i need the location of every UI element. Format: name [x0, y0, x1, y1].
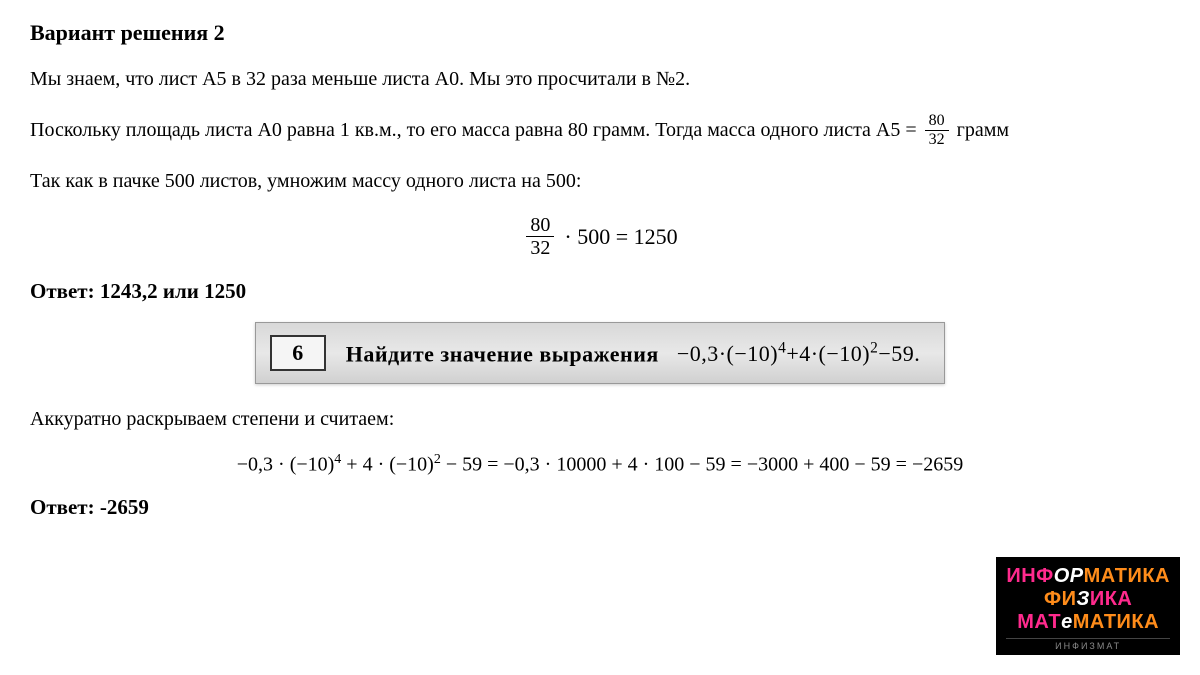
fraction-numerator: 80	[925, 112, 949, 131]
logo-seg: е	[1061, 611, 1073, 633]
equation-1-rest: · 500 = 1250	[564, 224, 677, 250]
p2-text-before: Поскольку площадь листа А0 равна 1 кв.м.…	[30, 115, 917, 145]
task-label: Найдите значение выражения	[346, 341, 659, 366]
logo-line-3: МАТеМАТИКА	[1006, 611, 1170, 634]
fraction-80-32-inline: 80 32	[925, 112, 949, 148]
fraction-80-32: 80 32	[526, 214, 554, 259]
answer-1: Ответ: 1243,2 или 1250	[30, 279, 1170, 304]
logo-seg: ИНФ	[1006, 565, 1053, 587]
p2-text-after: грамм	[957, 115, 1009, 145]
task-6-container: 6 Найдите значение выражения −0,3·(−10)4…	[30, 322, 1170, 384]
answer-2: Ответ: -2659	[30, 495, 1170, 520]
paragraph-3: Так как в пачке 500 листов, умножим масс…	[30, 166, 1170, 196]
logo-line-2: ФИЗИКА	[1006, 588, 1170, 611]
task-6-box: 6 Найдите значение выражения −0,3·(−10)4…	[255, 322, 945, 384]
channel-logo: ИНФОРМАТИКА ФИЗИКА МАТеМАТИКА ИНФИЗМАТ	[996, 557, 1180, 655]
logo-seg: МАТИКА	[1073, 611, 1159, 633]
solution-variant-heading: Вариант решения 2	[30, 20, 1170, 46]
fraction-numerator: 80	[526, 214, 554, 237]
logo-line-1: ИНФОРМАТИКА	[1006, 565, 1170, 588]
task-number-badge: 6	[270, 335, 326, 371]
logo-seg: МАТ	[1017, 611, 1061, 633]
paragraph-1: Мы знаем, что лист А5 в 32 раза меньше л…	[30, 64, 1170, 94]
logo-seg: ИКА	[1090, 588, 1133, 610]
task-text: Найдите значение выражения −0,3·(−10)4+4…	[346, 340, 920, 367]
fraction-denominator: 32	[526, 237, 554, 259]
logo-seg: МАТИКА	[1084, 565, 1170, 587]
logo-subtitle: ИНФИЗМАТ	[1006, 638, 1170, 651]
logo-seg: ОР	[1054, 565, 1084, 587]
logo-seg: ФИ	[1044, 588, 1076, 610]
paragraph-4: Аккуратно раскрываем степени и считаем:	[30, 404, 1170, 434]
equation-2: −0,3 · (−10)4 + 4 · (−10)2 − 59 = −0,3 ·…	[30, 452, 1170, 477]
fraction-denominator: 32	[925, 131, 949, 149]
logo-seg: З	[1076, 588, 1089, 610]
paragraph-2: Поскольку площадь листа А0 равна 1 кв.м.…	[30, 112, 1170, 148]
equation-1: 80 32 · 500 = 1250	[30, 214, 1170, 259]
task-expression: −0,3·(−10)4+4·(−10)2−59.	[677, 341, 920, 366]
